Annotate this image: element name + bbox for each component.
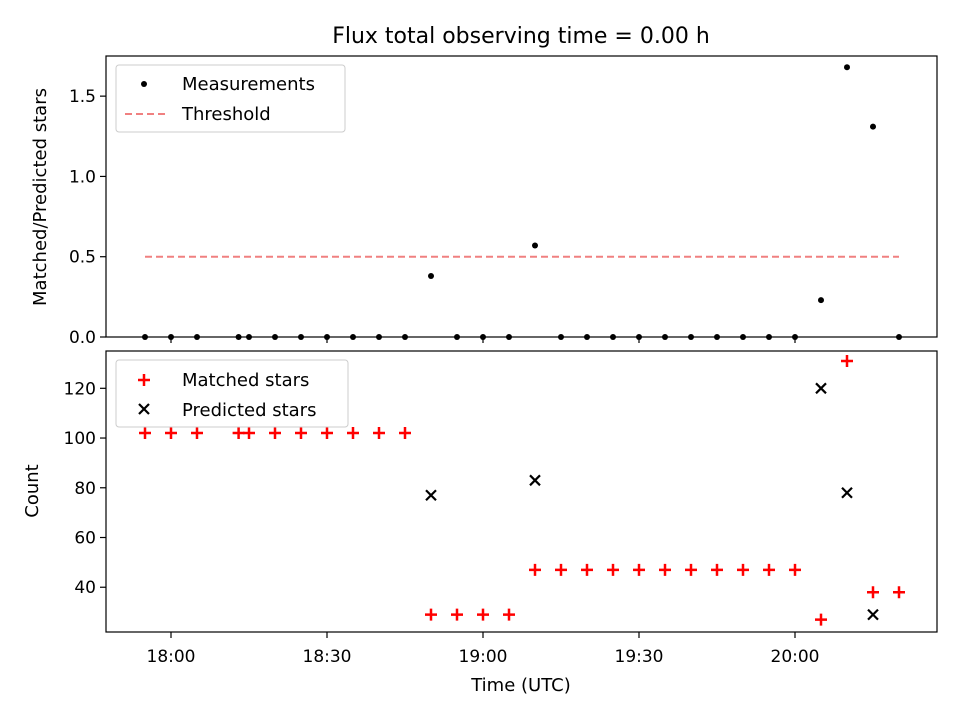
legend-predicted-marker — [138, 403, 150, 415]
bottom-x-tick-label: 20:00 — [771, 647, 820, 667]
measurement-point — [402, 334, 408, 340]
bottom-panel: 40 60 80 100 120 18:00 18:30 19:00 19:30 20:00 — [64, 350, 938, 667]
measurement-point — [480, 334, 486, 340]
matched-stars-point — [841, 354, 853, 367]
bottom-y-tick-label: 100 — [64, 429, 96, 449]
measurement-point — [454, 334, 460, 340]
top-y-tick-label: 0.0 — [69, 328, 96, 348]
bottom-y-tick-label: 120 — [64, 379, 96, 399]
matched-stars-point — [607, 563, 619, 576]
legend-predicted-label: Predicted stars — [182, 400, 316, 421]
legend-matched-label: Matched stars — [182, 370, 309, 391]
matched-stars-point — [232, 427, 245, 440]
top-y-axis-label: Matched/Predicted stars — [30, 88, 51, 306]
matched-stars-point — [815, 613, 827, 626]
matched-stars-point — [243, 427, 255, 440]
matched-stars-point — [399, 427, 411, 440]
matched-stars-point — [555, 563, 567, 576]
measurement-point — [246, 334, 252, 340]
measurement-point — [298, 334, 304, 340]
measurement-point — [688, 334, 694, 340]
matched-stars-point — [737, 563, 749, 576]
matched-stars-point — [477, 608, 489, 621]
matched-stars-point — [529, 563, 541, 576]
bottom-y-tick-label: 60 — [74, 529, 96, 549]
legend-measurements-label: Measurements — [182, 74, 315, 95]
chart-title: Flux total observing time = 0.00 h — [332, 24, 710, 49]
measurement-point — [506, 334, 512, 340]
measurement-point — [896, 334, 902, 340]
bottom-y-tick-label: 40 — [74, 578, 96, 598]
matched-stars-point — [139, 427, 151, 440]
measurement-point — [844, 64, 850, 71]
bottom-legend: Matched stars Predicted stars — [115, 359, 349, 428]
bottom-y-tick-label: 80 — [74, 479, 96, 499]
predicted-stars-point — [425, 489, 437, 502]
measurement-point — [376, 334, 382, 340]
measurement-point — [870, 123, 876, 130]
predicted-stars-point — [867, 608, 879, 621]
matched-stars-point — [789, 563, 801, 576]
matched-stars-point — [503, 608, 515, 621]
matched-stars-point — [295, 427, 307, 440]
matched-stars-point — [165, 427, 177, 440]
measurement-point — [766, 334, 772, 340]
matched-stars-point — [711, 563, 723, 576]
measurement-point — [194, 334, 200, 340]
measurement-point — [168, 334, 174, 340]
measurement-point — [584, 334, 590, 340]
measurement-point — [558, 334, 564, 340]
matched-stars-point — [893, 586, 905, 599]
bottom-legend-frame — [115, 359, 349, 428]
top-y-tick-label: 1.5 — [69, 87, 96, 107]
measurement-point — [428, 272, 434, 279]
matched-stars-point — [867, 586, 879, 599]
matched-stars-point — [685, 563, 697, 576]
measurement-point — [142, 334, 148, 340]
predicted-stars-point — [529, 474, 541, 487]
bottom-plot-frame — [105, 350, 938, 633]
matched-stars-point — [373, 427, 385, 440]
matched-stars-point — [321, 427, 333, 440]
measurement-point — [636, 334, 642, 340]
matched-stars-point — [347, 427, 359, 440]
measurement-point — [350, 334, 356, 340]
top-y-tick-label: 0.5 — [69, 248, 96, 268]
x-axis-label: Time (UTC) — [470, 675, 571, 696]
measurement-point — [324, 334, 330, 340]
measurement-point — [818, 297, 824, 304]
matched-stars-point — [581, 563, 593, 576]
bottom-x-tick-label: 18:30 — [303, 647, 352, 667]
measurement-point — [610, 334, 616, 340]
predicted-stars-point — [841, 486, 853, 499]
bottom-x-tick-label: 18:00 — [147, 647, 196, 667]
top-plot-frame — [105, 55, 938, 338]
bottom-x-tick-label: 19:30 — [615, 647, 664, 667]
matched-stars-point — [659, 563, 671, 576]
measurement-point — [272, 334, 278, 340]
top-legend-frame — [115, 64, 346, 133]
measurement-point — [532, 242, 538, 249]
measurement-point — [740, 334, 746, 340]
measurement-point — [714, 334, 720, 340]
legend-measurements-marker — [141, 81, 147, 87]
measurement-point — [662, 334, 668, 340]
measurement-point — [792, 334, 798, 340]
matched-stars-point — [633, 563, 645, 576]
legend-threshold-label: Threshold — [181, 104, 271, 125]
matched-stars-point — [763, 563, 775, 576]
legend-matched-marker — [138, 374, 150, 386]
matched-stars-point — [451, 608, 463, 621]
matched-stars-point — [191, 427, 203, 440]
top-legend: Measurements Threshold — [115, 64, 346, 133]
measurement-point — [235, 334, 242, 340]
top-panel: 0.0 0.5 1.0 1.5 — [69, 55, 938, 348]
predicted-stars-point — [815, 382, 827, 395]
top-y-tick-label: 1.0 — [69, 167, 96, 187]
bottom-y-axis-label: Count — [22, 464, 43, 517]
matched-stars-point — [269, 427, 281, 440]
bottom-x-tick-label: 19:00 — [459, 647, 508, 667]
matched-stars-point — [425, 608, 437, 621]
